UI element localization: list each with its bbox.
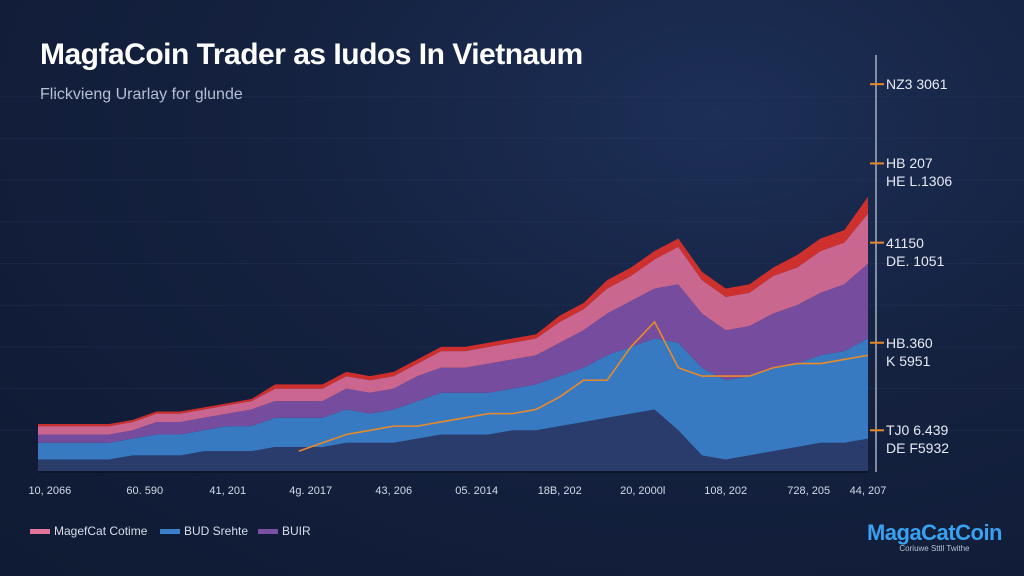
x-tick-label: 728, 205: [787, 485, 830, 497]
legend-item-1: MagefCat Cotime: [30, 524, 147, 538]
legend-swatch-1: [30, 528, 50, 534]
x-tick-label: 18B, 202: [538, 485, 582, 497]
annotation-line: NZ3 3061: [886, 76, 948, 93]
area-series-5: [38, 196, 868, 427]
x-tick-label: 10, 2066: [28, 485, 71, 497]
brand-name: MagaCatCoin: [866, 520, 1003, 545]
x-tick-label: 20, 2000l: [620, 485, 665, 497]
legend-item-3: BUIR: [258, 524, 311, 538]
area-series-4: [38, 213, 868, 435]
legend-swatch-2: [160, 528, 180, 534]
brand-tagline: Coriuwe Sttll Twithe: [899, 544, 970, 553]
x-tick-label: 44, 207: [850, 485, 887, 497]
annotation-line: HB.360: [886, 334, 933, 351]
annotation-label: NZ3 3061: [886, 75, 947, 93]
area-series-3: [38, 263, 868, 443]
x-tick-label: 4g. 2017: [289, 485, 332, 497]
x-tick-label: 43, 206: [375, 485, 412, 497]
annotation-label: 41150 DE. 1051: [886, 234, 944, 270]
annotation-line: TJ0 6.439: [886, 422, 949, 439]
annotation-line: HB 207: [886, 155, 933, 172]
legend-label-2: BUD Srehte: [184, 524, 249, 538]
annotation-line: K 5951: [886, 352, 931, 369]
x-tick-label: 108, 202: [704, 485, 747, 497]
chart-title: MagfaCoin Trader as Iudos In Vietnaum: [40, 38, 583, 71]
annotation-label: TJ0 6.439 DE F5932: [886, 421, 949, 457]
x-tick-label: 41, 201: [209, 485, 246, 497]
legend-label-1: MagefCat Cotime: [54, 524, 148, 538]
annotation-label: HB.360 K 5951: [886, 334, 933, 370]
trend-line: [298, 320, 869, 452]
legend-item-2: BUD Srehte: [160, 524, 248, 538]
brand-logo: MagaCatCoin Coriuwe Sttll Twithe: [866, 520, 1003, 553]
area-series-1: [38, 409, 868, 472]
annotation-line: DE. 1051: [886, 252, 945, 269]
legend-swatch-3: [258, 528, 278, 534]
area-series-2: [38, 338, 868, 460]
annotation-line: DE F5932: [886, 440, 950, 457]
annotation-label: HB 207 HE L.1306: [886, 154, 952, 190]
x-tick-label: 05. 2014: [455, 485, 498, 497]
annotation-line: HE L.1306: [886, 173, 953, 190]
annotation-line: 41150: [886, 234, 924, 251]
x-tick-label: 60. 590: [126, 485, 163, 497]
chart-subtitle: Flickvieng Urarlay for glunde: [40, 86, 243, 103]
legend-label-3: BUIR: [282, 524, 311, 538]
